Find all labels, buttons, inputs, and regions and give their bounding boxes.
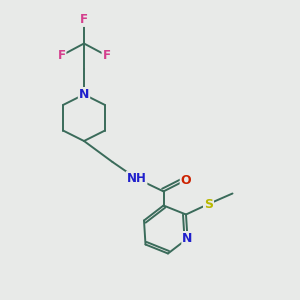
Text: F: F [58, 49, 65, 62]
Text: NH: NH [127, 172, 146, 185]
Text: F: F [80, 13, 88, 26]
Text: F: F [103, 49, 110, 62]
Text: O: O [181, 173, 191, 187]
Text: N: N [182, 232, 193, 245]
Text: N: N [79, 88, 89, 101]
Text: S: S [204, 197, 213, 211]
